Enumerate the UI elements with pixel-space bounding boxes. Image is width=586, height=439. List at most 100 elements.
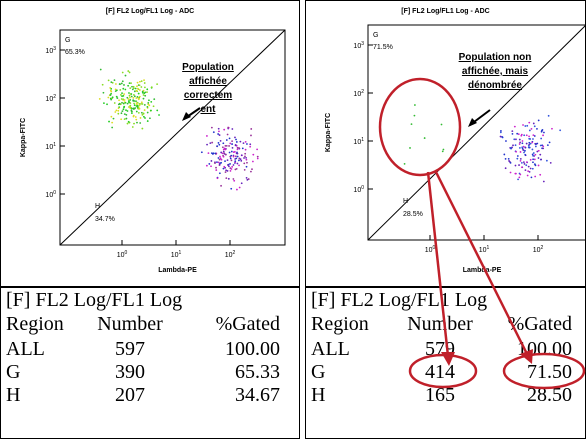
event-dot xyxy=(240,159,243,162)
tick-exp: 0 xyxy=(53,190,56,196)
event-dot xyxy=(524,149,526,152)
event-dot xyxy=(245,176,248,179)
table-cell: 28.50 xyxy=(527,384,572,406)
event-dot xyxy=(120,112,123,115)
event-dot xyxy=(522,124,524,126)
event-dot xyxy=(156,83,159,85)
tick-exp: 2 xyxy=(541,245,544,251)
event-dot xyxy=(108,120,110,123)
event-dot xyxy=(513,138,516,141)
tick-exp: 1 xyxy=(361,137,364,143)
event-dot xyxy=(249,145,252,148)
event-dot xyxy=(231,140,233,143)
table-title: [F] FL2 Log/FL1 Log xyxy=(311,289,487,311)
event-dot xyxy=(107,96,110,99)
event-dot xyxy=(516,132,519,135)
event-dot xyxy=(127,70,130,72)
event-dot xyxy=(146,111,149,114)
event-dot xyxy=(537,164,540,167)
event-dot xyxy=(531,148,534,151)
event-dot xyxy=(215,169,218,171)
region-percent: 28.5% xyxy=(403,211,423,218)
event-dot xyxy=(499,135,502,138)
event-dot xyxy=(136,85,138,88)
event-dot xyxy=(240,154,243,157)
event-dot xyxy=(220,161,223,164)
event-dot xyxy=(519,158,522,160)
event-dot xyxy=(217,157,220,159)
event-dot xyxy=(127,98,130,100)
event-dot xyxy=(225,144,228,147)
tick-exp: 1 xyxy=(487,245,490,251)
event-dot xyxy=(123,84,125,86)
event-dot xyxy=(218,172,221,175)
event-dot xyxy=(218,130,220,133)
event-dot xyxy=(222,142,225,145)
event-dot xyxy=(140,80,143,83)
event-dot xyxy=(113,102,116,104)
tick-label: 100 xyxy=(425,245,436,254)
event-dot xyxy=(112,117,115,120)
event-dot xyxy=(200,151,203,154)
event-dot xyxy=(126,96,129,99)
region-name: H xyxy=(95,203,100,210)
event-dot xyxy=(515,138,517,141)
event-dot xyxy=(129,87,132,90)
event-dot xyxy=(141,103,144,105)
tick-label: 102 xyxy=(533,245,544,254)
event-dot xyxy=(525,142,528,145)
annotation: dénombrée xyxy=(468,80,522,91)
event-dot xyxy=(110,90,113,93)
table-cell: %Gated xyxy=(508,313,572,335)
event-dot xyxy=(245,158,248,161)
tick-exp: 2 xyxy=(361,89,364,95)
event-dot xyxy=(99,68,102,71)
event-dot xyxy=(246,143,248,145)
event-dot xyxy=(245,157,248,159)
table-cell: 71.50 xyxy=(527,361,572,383)
event-dot xyxy=(499,131,502,134)
event-dot xyxy=(545,159,548,162)
event-dot xyxy=(519,151,522,153)
event-dot xyxy=(131,85,133,88)
event-dot xyxy=(217,161,220,164)
event-dot xyxy=(150,101,153,103)
event-dot xyxy=(232,155,235,158)
event-dot xyxy=(247,178,250,180)
event-dot xyxy=(135,105,138,107)
event-dot xyxy=(228,145,230,147)
event-dot xyxy=(122,108,125,111)
event-dot xyxy=(516,157,519,160)
event-dot xyxy=(224,148,227,151)
plot-area xyxy=(367,24,586,241)
event-dot xyxy=(217,133,220,135)
event-dot xyxy=(123,113,126,116)
tick-exp: 1 xyxy=(179,250,182,256)
event-dot xyxy=(129,102,132,104)
event-dot xyxy=(129,96,131,99)
event-dot xyxy=(126,122,129,125)
event-dot xyxy=(139,117,142,119)
event-dot xyxy=(500,130,502,132)
tick-base: 10 xyxy=(45,192,53,199)
event-dot xyxy=(522,161,525,163)
event-dot xyxy=(507,157,510,160)
annotation: correctem xyxy=(184,90,232,101)
event-dot xyxy=(234,160,237,163)
event-dot xyxy=(532,158,535,161)
highlight-arrow xyxy=(426,171,450,357)
event-dot xyxy=(252,153,255,156)
event-dot xyxy=(256,157,259,160)
tick-exp: 0 xyxy=(125,250,128,256)
event-dot xyxy=(215,166,217,169)
event-dot xyxy=(123,99,126,101)
event-dot xyxy=(126,110,129,112)
event-dot xyxy=(122,102,125,105)
plot-area xyxy=(59,29,286,246)
event-dot xyxy=(549,161,552,164)
table-cell: 165 xyxy=(425,384,455,406)
event-dot xyxy=(509,161,512,164)
event-dot xyxy=(229,142,232,145)
event-dot xyxy=(226,170,229,172)
event-dot xyxy=(123,118,126,121)
